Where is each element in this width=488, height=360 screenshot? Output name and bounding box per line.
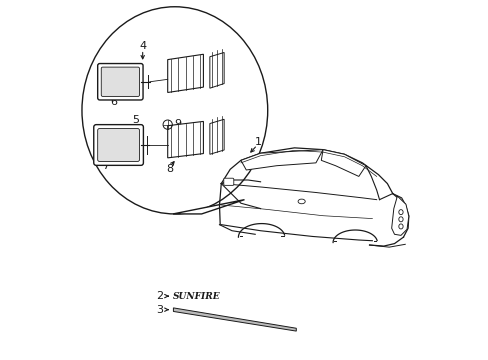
Text: 5: 5	[132, 115, 139, 125]
Text: 7: 7	[102, 161, 108, 171]
FancyBboxPatch shape	[224, 178, 233, 185]
Ellipse shape	[398, 224, 402, 229]
FancyBboxPatch shape	[98, 64, 143, 100]
Polygon shape	[391, 196, 408, 235]
FancyBboxPatch shape	[101, 67, 139, 96]
Ellipse shape	[298, 199, 305, 204]
Text: 3: 3	[156, 305, 163, 315]
Ellipse shape	[398, 217, 402, 222]
FancyBboxPatch shape	[94, 125, 143, 165]
Polygon shape	[167, 121, 203, 158]
Polygon shape	[209, 53, 224, 88]
Text: 4: 4	[139, 41, 146, 51]
Polygon shape	[209, 119, 224, 154]
Text: 6: 6	[110, 97, 118, 107]
Polygon shape	[167, 54, 203, 93]
FancyBboxPatch shape	[98, 129, 139, 161]
Text: SUNFIRE: SUNFIRE	[173, 292, 220, 301]
Ellipse shape	[82, 7, 267, 214]
Text: 8: 8	[166, 164, 173, 174]
Polygon shape	[173, 308, 296, 331]
Text: 2: 2	[156, 291, 163, 301]
Polygon shape	[173, 200, 244, 214]
Text: 9: 9	[173, 118, 181, 129]
Polygon shape	[321, 150, 365, 176]
Polygon shape	[241, 150, 323, 170]
Ellipse shape	[398, 210, 402, 215]
Text: 1: 1	[255, 138, 262, 148]
